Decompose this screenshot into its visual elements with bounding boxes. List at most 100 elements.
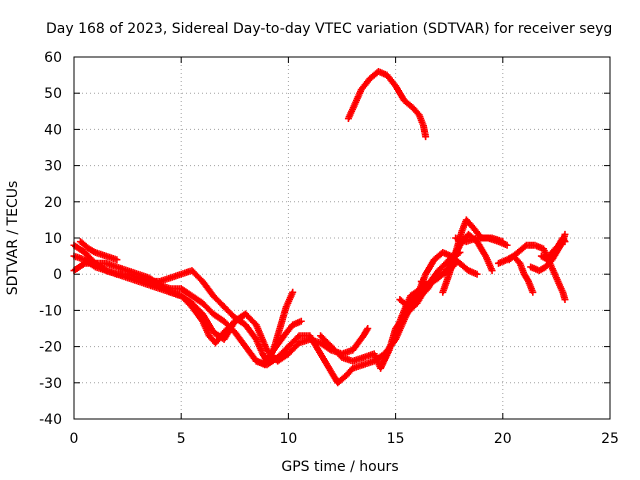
data-trace-segment [457, 261, 471, 273]
data-trace-segment [243, 344, 259, 364]
data-trace-segment [406, 294, 420, 309]
data-trace-segment [286, 333, 302, 349]
data-trace-segment [221, 304, 237, 320]
data-trace-segment [545, 250, 555, 262]
data-trace-segment [547, 261, 560, 280]
data-trace-segment [441, 249, 454, 259]
data-trace-segment [335, 373, 349, 386]
data-trace-segment [297, 332, 312, 340]
data-trace-segment [232, 330, 248, 349]
data-trace-segment [384, 73, 398, 88]
data-trace-segment [243, 311, 259, 327]
data-trace-segment [200, 301, 216, 317]
series-arc2 [70, 252, 297, 365]
x-tick-label: 15 [387, 431, 405, 447]
data-trace-segment [507, 250, 520, 262]
data-trace-segment [221, 319, 238, 342]
data-trace-segment [125, 274, 140, 285]
data-trace-segment [211, 311, 226, 324]
data-trace-segment [525, 279, 536, 294]
data-trace-segment [168, 271, 183, 281]
data-trace-segment [147, 278, 162, 288]
data-trace-segment [265, 355, 280, 368]
data-trace-segment [521, 272, 532, 284]
data-trace-segment [87, 246, 98, 256]
data-trace-segment [486, 235, 501, 245]
axis-ticks: 0 5 10 15 20 25 -40 -30 -20 -10 0 10 20 30 40 50 60 [39, 50, 619, 447]
data-trace-segment [410, 105, 422, 117]
data-trace-segment [158, 274, 173, 285]
data-trace-segment [115, 264, 130, 274]
data-trace-segment [351, 354, 366, 364]
data-trace-segment [464, 235, 479, 245]
x-tick-label: 5 [177, 431, 186, 447]
data-trace-segment [318, 340, 334, 353]
data-trace-segment [179, 286, 194, 299]
data-trace-segment [537, 264, 548, 274]
data-trace-segment [515, 242, 529, 255]
data-trace-segment [271, 333, 287, 353]
y-tick-label: 20 [44, 195, 62, 211]
data-trace-segment [78, 239, 92, 252]
data-trace-segment [104, 260, 119, 270]
data-trace-segment [376, 68, 389, 78]
data-trace-segment [189, 304, 206, 324]
series-arc1 [70, 241, 250, 347]
data-trace-segment [281, 322, 295, 338]
y-tick-label: 0 [53, 267, 62, 283]
data-trace-segment [345, 102, 358, 121]
series-arc17 [537, 234, 569, 264]
data-trace-segment [115, 270, 130, 278]
series-arc7 [317, 248, 464, 372]
data-trace-segment [360, 326, 371, 338]
data-trace-segment [352, 87, 364, 106]
data-trace-segment [179, 293, 194, 306]
data-trace-segment [549, 243, 561, 255]
data-trace-segment [377, 348, 392, 371]
data-trace-segment [329, 344, 345, 360]
data-trace-segment [425, 275, 441, 288]
series-arc13 [452, 234, 511, 249]
chart-title: Day 168 of 2023, Sidereal Day-to-day VTE… [46, 21, 612, 37]
data-trace-segment [275, 344, 291, 360]
series-arc8 [344, 67, 430, 141]
data-trace-segment [446, 250, 459, 276]
data-trace-segment [404, 301, 420, 317]
data-trace-segment [189, 301, 205, 317]
data-trace-segment [93, 264, 108, 274]
data-trace-segment [464, 217, 475, 230]
data-trace-segment [340, 347, 355, 357]
data-trace-segment [157, 282, 173, 295]
data-trace-segment [474, 239, 489, 258]
data-trace-segment [72, 260, 87, 273]
data-trace-segment [93, 249, 108, 259]
data-trace-segment [483, 254, 495, 273]
x-tick-label: 25 [601, 431, 619, 447]
data-trace-segment [543, 257, 555, 269]
data-trace-segment [200, 312, 216, 334]
grid [74, 57, 610, 419]
data-trace-segment [211, 293, 227, 309]
data-trace-segment [136, 278, 151, 288]
data-trace-segment [475, 234, 490, 242]
data-trace-segment [318, 352, 334, 374]
data-trace-segment [190, 293, 205, 306]
data-trace-segment [283, 290, 296, 309]
data-trace-segment [553, 276, 566, 294]
data-trace-segment [416, 113, 427, 128]
data-trace-segment [466, 267, 479, 277]
y-axis-title: SDTVAR / TECUs [5, 181, 21, 296]
y-tick-label: 40 [44, 122, 62, 138]
data-trace-segment [359, 76, 373, 92]
x-tick-label: 10 [279, 431, 297, 447]
data-trace-segment [104, 253, 119, 263]
data-trace-segment [419, 278, 430, 288]
data-trace-segment [168, 285, 183, 293]
data-trace-segment [393, 84, 407, 103]
data-trace-segment [253, 337, 266, 356]
data-trace-segment [496, 256, 509, 267]
data-trace-segment [318, 333, 334, 349]
data-trace-segment [136, 271, 151, 281]
y-tick-label: 30 [44, 159, 62, 175]
